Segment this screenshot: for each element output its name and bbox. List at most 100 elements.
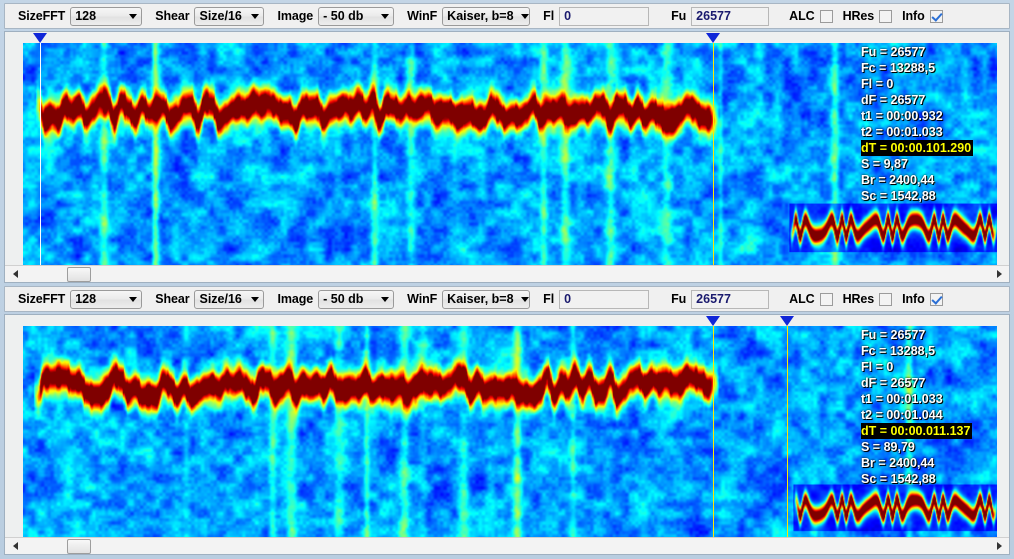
horizontal-scrollbar-1[interactable]: [5, 265, 1009, 282]
info-row-t2: t2 = 00:01.033: [861, 125, 943, 139]
info-row-df-2: dF = 26577: [861, 376, 926, 390]
fu-value: 26577: [696, 9, 731, 23]
info-row-t1: t1 = 00:00.932: [861, 109, 943, 123]
info-row-br: Br = 2400,44: [861, 173, 935, 187]
info-label: Info: [902, 9, 925, 23]
sizefft-value-2: 128: [75, 292, 97, 306]
chevron-down-icon: [129, 296, 138, 302]
alc-checkbox-2[interactable]: [819, 292, 833, 306]
info-overlay-2: Fu = 26577 Fc = 13288,5 Fl = 0 dF = 2657…: [861, 327, 973, 487]
info-row-fl-2: Fl = 0: [861, 360, 894, 374]
info-row-df: dF = 26577: [861, 93, 926, 107]
time-marker-end-2[interactable]: [780, 316, 794, 326]
fl-input-2[interactable]: 0: [559, 289, 650, 309]
cursor-line-end-2[interactable]: [787, 326, 788, 537]
fu-input[interactable]: 26577: [691, 6, 770, 26]
alc-label: ALC: [789, 9, 815, 23]
hres-checkbox[interactable]: [879, 9, 893, 23]
info-row-s-2: S = 89,79: [861, 440, 915, 454]
time-marker-end[interactable]: [706, 33, 720, 43]
fl-label-2: Fl: [543, 292, 555, 306]
triangle-left-icon[interactable]: [7, 266, 23, 282]
sizefft-label: SizeFFT: [18, 9, 66, 23]
triangle-right-icon[interactable]: [991, 538, 1007, 554]
hres-checkbox-2[interactable]: [879, 292, 893, 306]
fu-label: Fu: [671, 9, 687, 23]
sizefft-dropdown-2[interactable]: 128: [70, 289, 143, 309]
alc-label-2: ALC: [789, 292, 815, 306]
triangle-right-icon[interactable]: [991, 266, 1007, 282]
image-dropdown-2[interactable]: - 50 db: [318, 289, 395, 309]
shear-dropdown[interactable]: Size/16: [194, 6, 265, 26]
winf-dropdown[interactable]: Kaiser, b=8: [442, 6, 531, 26]
info-checkbox[interactable]: [929, 9, 943, 23]
chevron-down-icon: [251, 296, 260, 302]
fu-value-2: 26577: [696, 292, 731, 306]
cursor-line-end[interactable]: [713, 43, 714, 265]
winf-value-2: Kaiser, b=8: [447, 292, 514, 306]
fl-label: Fl: [543, 9, 555, 23]
info-checkbox-2[interactable]: [929, 292, 943, 306]
spectrogram-canvas-1[interactable]: [23, 43, 997, 265]
hres-label-2: HRes: [842, 292, 875, 306]
image-label-2: Image: [277, 292, 314, 306]
info-overlay-1: Fu = 26577 Fc = 13288,5 Fl = 0 dF = 2657…: [861, 44, 974, 204]
scrollbar-thumb-2[interactable]: [67, 539, 91, 554]
sizefft-dropdown[interactable]: 128: [70, 6, 143, 26]
chevron-down-icon: [381, 296, 390, 302]
shear-dropdown-2[interactable]: Size/16: [194, 289, 265, 309]
cursor-line-start-2[interactable]: [713, 326, 714, 537]
image-value: - 50 db: [323, 9, 364, 23]
info-row-fc-2: Fc = 13288,5: [861, 344, 936, 358]
info-row-t2-2: t2 = 00:01.044: [861, 408, 943, 422]
shear-label-2: Shear: [155, 292, 190, 306]
hres-label: HRes: [842, 9, 875, 23]
chevron-down-icon: [520, 13, 529, 19]
sizefft-label-2: SizeFFT: [18, 292, 66, 306]
info-row-t1-2: t1 = 00:01.033: [861, 392, 943, 406]
winf-value: Kaiser, b=8: [447, 9, 514, 23]
chevron-down-icon: [520, 296, 529, 302]
spectrogram-canvas-2[interactable]: [23, 326, 997, 537]
shear-label: Shear: [155, 9, 190, 23]
info-row-fu-2: Fu = 26577: [861, 328, 926, 342]
spectrogram-panel-1[interactable]: [4, 31, 1010, 283]
horizontal-scrollbar-2[interactable]: [5, 537, 1009, 554]
chevron-down-icon: [251, 13, 260, 19]
scrollbar-thumb-1[interactable]: [67, 267, 91, 282]
marker-ruler-2[interactable]: [5, 315, 1009, 326]
alc-checkbox[interactable]: [819, 9, 833, 23]
fl-value: 0: [564, 9, 572, 23]
info-label-2: Info: [902, 292, 925, 306]
info-row-dt-2: dT = 00:00.011.137: [861, 423, 973, 439]
spectrogram-panel-2[interactable]: [4, 314, 1010, 555]
time-marker-start[interactable]: [33, 33, 47, 43]
info-row-fl: Fl = 0: [861, 77, 894, 91]
spectrogram-view-1[interactable]: [23, 43, 997, 265]
fu-input-2[interactable]: 26577: [691, 289, 770, 309]
fl-input[interactable]: 0: [559, 6, 650, 26]
shear-value: Size/16: [199, 9, 242, 23]
info-row-dt: dT = 00:00.101.290: [861, 140, 974, 156]
time-marker-start-2[interactable]: [706, 316, 720, 326]
image-value-2: - 50 db: [323, 292, 364, 306]
info-row-br-2: Br = 2400,44: [861, 456, 935, 470]
spectrogram-view-2[interactable]: [23, 326, 997, 537]
shear-value-2: Size/16: [199, 292, 242, 306]
image-dropdown[interactable]: - 50 db: [318, 6, 395, 26]
cursor-line-start[interactable]: [40, 43, 41, 265]
chevron-down-icon: [129, 13, 138, 19]
winf-label-2: WinF: [407, 292, 438, 306]
sizefft-value: 128: [75, 9, 97, 23]
winf-label: WinF: [407, 9, 438, 23]
triangle-left-icon[interactable]: [7, 538, 23, 554]
toolbar-panel-1: SizeFFT 128 Shear Size/16 Image - 50 db …: [4, 3, 1010, 29]
info-row-fu: Fu = 26577: [861, 45, 926, 59]
winf-dropdown-2[interactable]: Kaiser, b=8: [442, 289, 531, 309]
info-row-fc: Fc = 13288,5: [861, 61, 936, 75]
info-row-sc: Sc = 1542,88: [861, 189, 936, 203]
marker-ruler-1[interactable]: [5, 32, 1009, 43]
image-label: Image: [277, 9, 314, 23]
fl-value-2: 0: [564, 292, 572, 306]
